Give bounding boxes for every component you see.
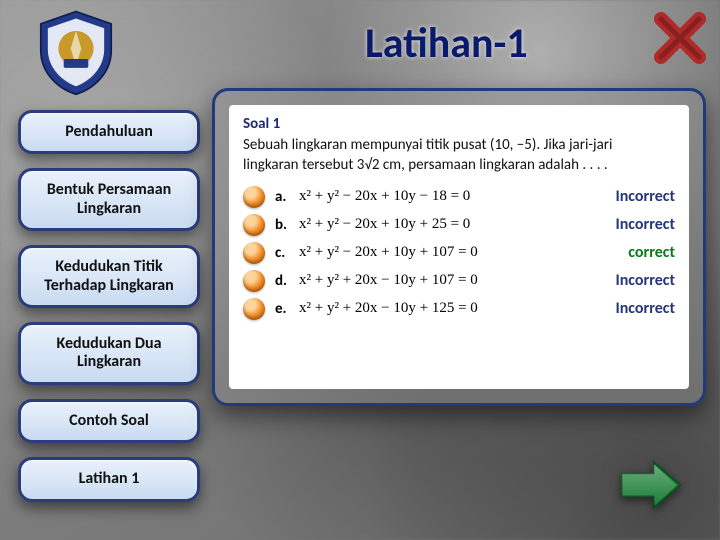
option-feedback: Incorrect — [615, 299, 675, 318]
nav-kedudukan-dua[interactable]: Kedudukan Dua Lingkaran — [18, 322, 200, 385]
school-logo — [32, 8, 120, 96]
option-letter: a. — [275, 188, 295, 206]
option-equation: x² + y² − 20x + 10y + 25 = 0 — [299, 216, 611, 233]
close-button[interactable] — [652, 10, 708, 66]
option-letter: e. — [275, 300, 295, 318]
question-box: Soal 1 Sebuah lingkaran mempunyai titik … — [229, 105, 689, 389]
close-icon — [654, 12, 706, 64]
nav-bentuk-persamaan[interactable]: Bentuk Persamaan Lingkaran — [18, 168, 200, 231]
option-bullet-icon — [243, 186, 265, 208]
nav-pendahuluan[interactable]: Pendahuluan — [18, 110, 200, 154]
options-list: a. x² + y² − 20x + 10y − 18 = 0 Incorrec… — [243, 184, 675, 324]
option-letter: d. — [275, 272, 295, 290]
option-letter: b. — [275, 216, 295, 234]
nav-kedudukan-titik[interactable]: Kedudukan Titik Terhadap Lingkaran — [18, 245, 200, 308]
option-bullet-icon — [243, 242, 265, 264]
option-bullet-icon — [243, 298, 265, 320]
option-a[interactable]: a. x² + y² − 20x + 10y − 18 = 0 Incorrec… — [243, 184, 675, 212]
option-bullet-icon — [243, 214, 265, 236]
option-feedback: Incorrect — [615, 215, 675, 234]
option-letter: c. — [275, 244, 295, 262]
question-heading: Soal 1 — [243, 115, 675, 133]
option-d[interactable]: d. x² + y² + 20x − 10y + 107 = 0 Incorre… — [243, 268, 675, 296]
arrow-right-icon — [618, 458, 684, 512]
next-button[interactable] — [618, 458, 684, 512]
option-feedback: Incorrect — [615, 187, 675, 206]
option-bullet-icon — [243, 270, 265, 292]
option-b[interactable]: b. x² + y² − 20x + 10y + 25 = 0 Incorrec… — [243, 212, 675, 240]
question-line-1: Sebuah lingkaran mempunyai titik pusat (… — [243, 135, 675, 155]
option-equation: x² + y² − 20x + 10y − 18 = 0 — [299, 188, 611, 205]
option-feedback: correct — [628, 243, 675, 262]
question-line-2: lingkaran tersebut 3√2 cm, persamaan lin… — [243, 155, 675, 175]
option-feedback: Incorrect — [615, 271, 675, 290]
option-e[interactable]: e. x² + y² + 20x − 10y + 125 = 0 Incorre… — [243, 296, 675, 324]
nav-contoh-soal[interactable]: Contoh Soal — [18, 399, 200, 443]
question-panel: Soal 1 Sebuah lingkaran mempunyai titik … — [212, 88, 706, 406]
option-equation: x² + y² + 20x − 10y + 107 = 0 — [299, 272, 611, 289]
page-title: Latihan-1 — [365, 18, 528, 69]
option-equation: x² + y² + 20x − 10y + 125 = 0 — [299, 300, 611, 317]
option-equation: x² + y² − 20x + 10y + 107 = 0 — [299, 244, 624, 261]
option-c[interactable]: c. x² + y² − 20x + 10y + 107 = 0 correct — [243, 240, 675, 268]
sidebar-nav: Pendahuluan Bentuk Persamaan Lingkaran K… — [18, 110, 200, 502]
nav-latihan-1[interactable]: Latihan 1 — [18, 457, 200, 501]
stage: Latihan-1 Pendahuluan Bentuk Persamaan L… — [0, 0, 720, 540]
